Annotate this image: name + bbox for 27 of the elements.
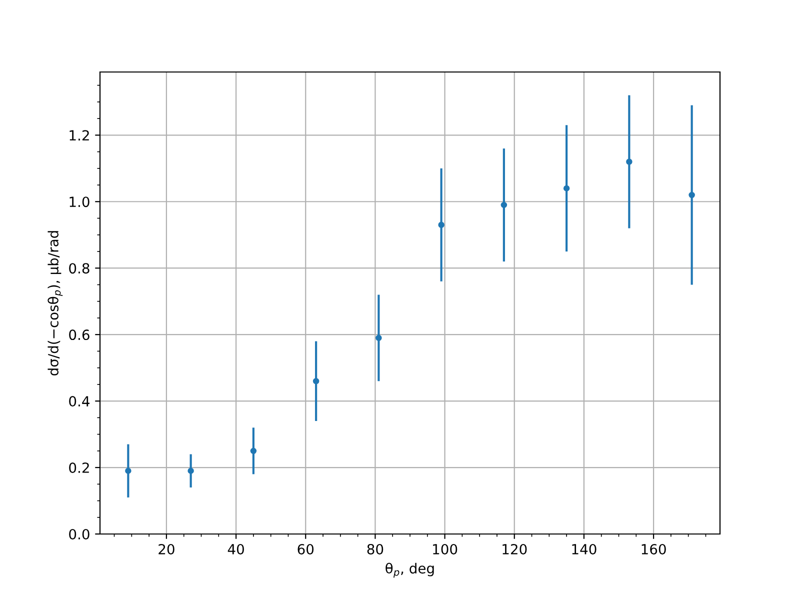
x-tick-label: 20 xyxy=(158,544,174,554)
point xyxy=(626,158,632,165)
x-tick-label: 40 xyxy=(228,544,244,554)
x-tick-label: 120 xyxy=(502,544,527,554)
y-tick-label: 0.8 xyxy=(69,263,90,274)
point xyxy=(500,202,508,208)
x-tick-label: 160 xyxy=(642,544,666,554)
point xyxy=(188,468,194,474)
y-axis-title: dσ/d(−cosθ$_{p}$), µb/rad xyxy=(48,231,63,376)
y-tick-label: 1.0 xyxy=(70,196,90,208)
point xyxy=(438,222,444,228)
x-tick-label: 60 xyxy=(298,544,314,554)
y-tick-label: 1.2 xyxy=(70,130,89,140)
x-tick-label: 140 xyxy=(572,544,596,554)
point xyxy=(312,378,320,384)
point xyxy=(563,185,570,192)
point xyxy=(376,334,382,342)
x-tick-label: 100 xyxy=(433,544,458,554)
y-tick-label: 0.6 xyxy=(69,330,90,340)
point xyxy=(125,468,132,474)
y-tick-label: 0.2 xyxy=(69,462,89,473)
x-axis-title: θ$_{p}$, deg xyxy=(386,562,434,578)
x-tick-label: 80 xyxy=(367,544,384,554)
y-tick-label: 0.0 xyxy=(69,528,90,540)
point xyxy=(250,448,257,454)
y-tick-label: 0.4 xyxy=(69,396,90,407)
point xyxy=(688,192,695,198)
